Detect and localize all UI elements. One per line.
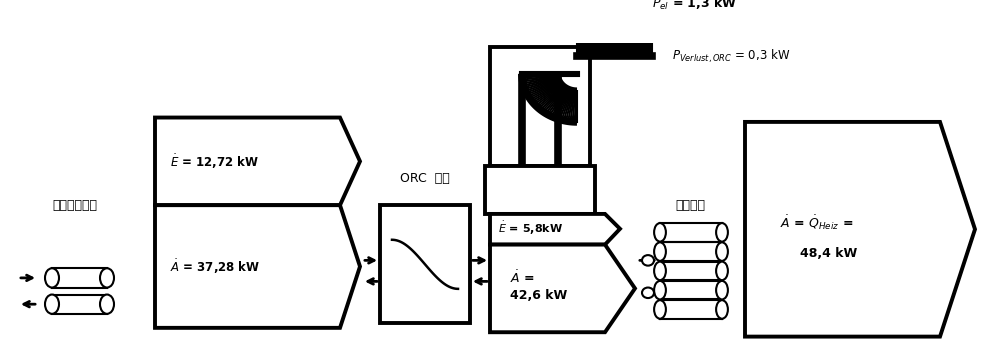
Text: $\dot{A}$ = 37,28 kW: $\dot{A}$ = 37,28 kW — [170, 257, 260, 276]
Bar — [660, 262, 722, 280]
Text: $\dot{E}$ = 5,8kW: $\dot{E}$ = 5,8kW — [498, 220, 563, 237]
Bar — [660, 223, 722, 242]
Polygon shape — [490, 214, 620, 245]
Ellipse shape — [654, 223, 666, 242]
Bar — [660, 281, 722, 299]
Ellipse shape — [654, 281, 666, 299]
Text: 42,6 kW: 42,6 kW — [510, 289, 567, 302]
Polygon shape — [155, 205, 360, 328]
Bar — [660, 242, 722, 261]
Bar — [485, 166, 595, 214]
Polygon shape — [745, 122, 975, 337]
Bar — [52, 294, 107, 314]
Ellipse shape — [45, 268, 59, 287]
Text: $\dot{E}$ = 12,72 kW: $\dot{E}$ = 12,72 kW — [170, 152, 259, 171]
Ellipse shape — [716, 242, 728, 261]
Polygon shape — [155, 118, 360, 205]
Text: $P_{Verlust,ORC}$ = 0,3 kW: $P_{Verlust,ORC}$ = 0,3 kW — [672, 47, 790, 65]
Ellipse shape — [716, 262, 728, 280]
Ellipse shape — [716, 223, 728, 242]
Text: $P_{el}$ = 1,3 kW: $P_{el}$ = 1,3 kW — [652, 0, 737, 13]
Text: 48,4 kW: 48,4 kW — [800, 247, 857, 260]
Ellipse shape — [654, 242, 666, 261]
Text: ORC  设备: ORC 设备 — [400, 172, 450, 185]
Ellipse shape — [100, 294, 114, 314]
Polygon shape — [490, 245, 635, 332]
Text: 供暖装置: 供暖装置 — [675, 199, 705, 212]
Ellipse shape — [654, 300, 666, 319]
Ellipse shape — [45, 294, 59, 314]
Text: $\dot{A}$ = $\dot{Q}_{Heiz}$ =: $\dot{A}$ = $\dot{Q}_{Heiz}$ = — [780, 213, 853, 232]
Text: 远距离供热网: 远距离供热网 — [52, 199, 98, 212]
Ellipse shape — [716, 281, 728, 299]
Text: $\dot{A}$ =: $\dot{A}$ = — [510, 270, 535, 286]
Bar — [52, 268, 107, 287]
Bar — [660, 300, 722, 319]
Ellipse shape — [654, 262, 666, 280]
Bar — [490, 47, 590, 166]
Ellipse shape — [642, 255, 654, 266]
Ellipse shape — [716, 300, 728, 319]
Ellipse shape — [642, 287, 654, 298]
Ellipse shape — [100, 268, 114, 287]
Bar — [380, 205, 470, 323]
